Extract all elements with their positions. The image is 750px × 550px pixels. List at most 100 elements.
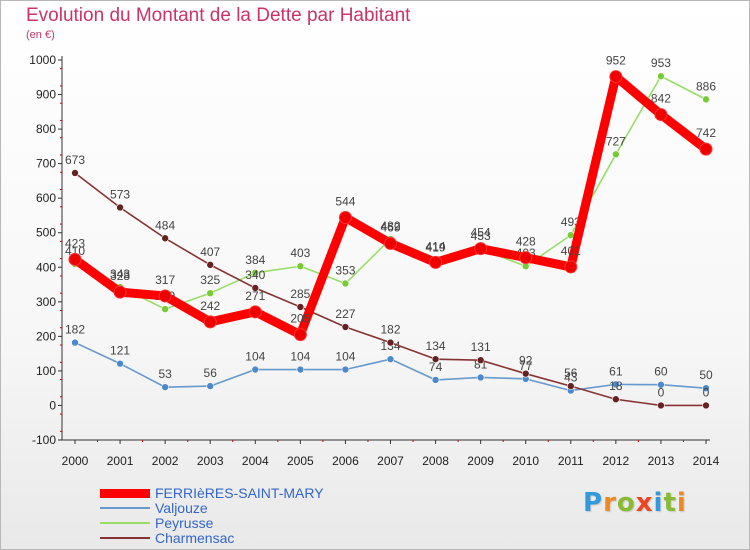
data-label: 205	[290, 312, 310, 326]
data-label: 285	[290, 287, 310, 301]
x-tick-label: 2007	[377, 454, 404, 468]
data-label: 842	[651, 92, 671, 106]
logo-letter: i	[676, 488, 687, 518]
chart-title: Evolution du Montant de la Dette par Hab…	[26, 5, 411, 26]
data-label: 482	[380, 219, 400, 233]
data-label: 227	[335, 307, 355, 321]
x-tick-label: 2002	[152, 454, 179, 468]
x-tick-label: 2011	[558, 454, 584, 468]
logo-letter: P	[583, 488, 604, 518]
data-label: 727	[606, 134, 626, 148]
y-tick-label: 800	[36, 122, 56, 136]
data-label: 74	[429, 360, 443, 374]
data-label: 121	[110, 344, 130, 358]
data-point	[476, 356, 485, 365]
y-tick-label: -100	[32, 433, 56, 447]
data-label: 419	[426, 241, 446, 255]
data-label: 544	[335, 195, 355, 209]
y-tick-label: 400	[36, 260, 56, 274]
x-tick-label: 2010	[512, 454, 539, 468]
data-point	[657, 380, 665, 389]
data-point	[296, 262, 305, 271]
data-point	[702, 384, 710, 392]
data-point	[206, 289, 215, 297]
data-label: 131	[471, 340, 491, 354]
data-label: 453	[471, 229, 491, 243]
data-point	[431, 355, 440, 363]
data-label: 134	[426, 339, 446, 353]
data-point	[612, 150, 620, 159]
data-label: 410	[65, 244, 85, 258]
data-label: 573	[110, 188, 130, 202]
y-tick-label: 100	[36, 364, 56, 378]
data-label: 343	[110, 267, 130, 281]
data-point	[296, 303, 305, 311]
logo-letter: i	[653, 488, 664, 518]
x-tick-label: 2000	[62, 454, 89, 468]
data-point	[158, 289, 172, 303]
data-label: 0	[703, 385, 710, 399]
data-point	[68, 252, 82, 266]
data-point	[341, 323, 350, 331]
data-point	[251, 284, 260, 292]
data-point	[116, 359, 124, 368]
x-tick-label: 2013	[648, 454, 675, 468]
data-label: 61	[609, 364, 623, 378]
data-point	[71, 338, 79, 347]
data-label: 742	[696, 126, 716, 140]
chart-unit-label: (en €)	[26, 29, 55, 41]
data-label: 56	[564, 366, 578, 380]
x-tick-label: 2004	[242, 454, 269, 468]
data-point	[341, 279, 350, 288]
x-tick-label: 2006	[332, 454, 359, 468]
y-tick-label: 700	[36, 157, 56, 171]
x-tick-label: 2014	[693, 454, 720, 468]
data-point	[431, 376, 440, 384]
data-label: 423	[65, 236, 85, 250]
x-tick-label: 2003	[197, 454, 224, 468]
x-tick-label: 2008	[422, 454, 449, 468]
x-tick-label: 2001	[107, 454, 134, 468]
data-label: 60	[654, 365, 668, 379]
data-point	[566, 382, 575, 390]
data-label: 77	[519, 359, 533, 373]
data-point	[248, 305, 262, 319]
data-label: 340	[245, 268, 265, 282]
legend-swatch	[100, 522, 150, 524]
data-point	[474, 242, 488, 256]
data-label: 328	[110, 269, 130, 283]
data-point	[206, 261, 215, 269]
data-label: 428	[516, 235, 536, 249]
data-point	[116, 203, 124, 212]
data-label: 182	[65, 323, 85, 337]
data-point	[612, 395, 620, 404]
y-tick-label: 500	[36, 226, 56, 240]
data-point	[609, 70, 623, 84]
data-point	[521, 369, 530, 378]
data-label: 271	[245, 289, 265, 303]
data-label: 43	[564, 371, 578, 385]
x-tick-label: 2009	[467, 454, 494, 468]
data-label: 673	[65, 153, 85, 167]
data-point	[206, 382, 215, 390]
data-label: 50	[699, 368, 713, 382]
data-label: 953	[651, 56, 671, 70]
data-label: 414	[426, 239, 446, 253]
x-tick-label: 2005	[287, 454, 314, 468]
data-point	[657, 401, 665, 410]
y-tick-label: 1000	[29, 53, 56, 67]
data-point	[384, 236, 397, 250]
data-label: 403	[290, 246, 310, 260]
data-label: 53	[158, 367, 172, 381]
data-point	[296, 365, 305, 374]
y-tick-label: 300	[36, 295, 56, 309]
data-point	[251, 365, 260, 374]
data-label: 886	[696, 79, 716, 93]
data-label: 353	[335, 264, 355, 278]
data-point	[293, 328, 307, 342]
data-label: 401	[561, 244, 581, 258]
data-label: 384	[245, 253, 265, 267]
data-label: 0	[658, 385, 665, 399]
data-label: 484	[155, 218, 175, 232]
